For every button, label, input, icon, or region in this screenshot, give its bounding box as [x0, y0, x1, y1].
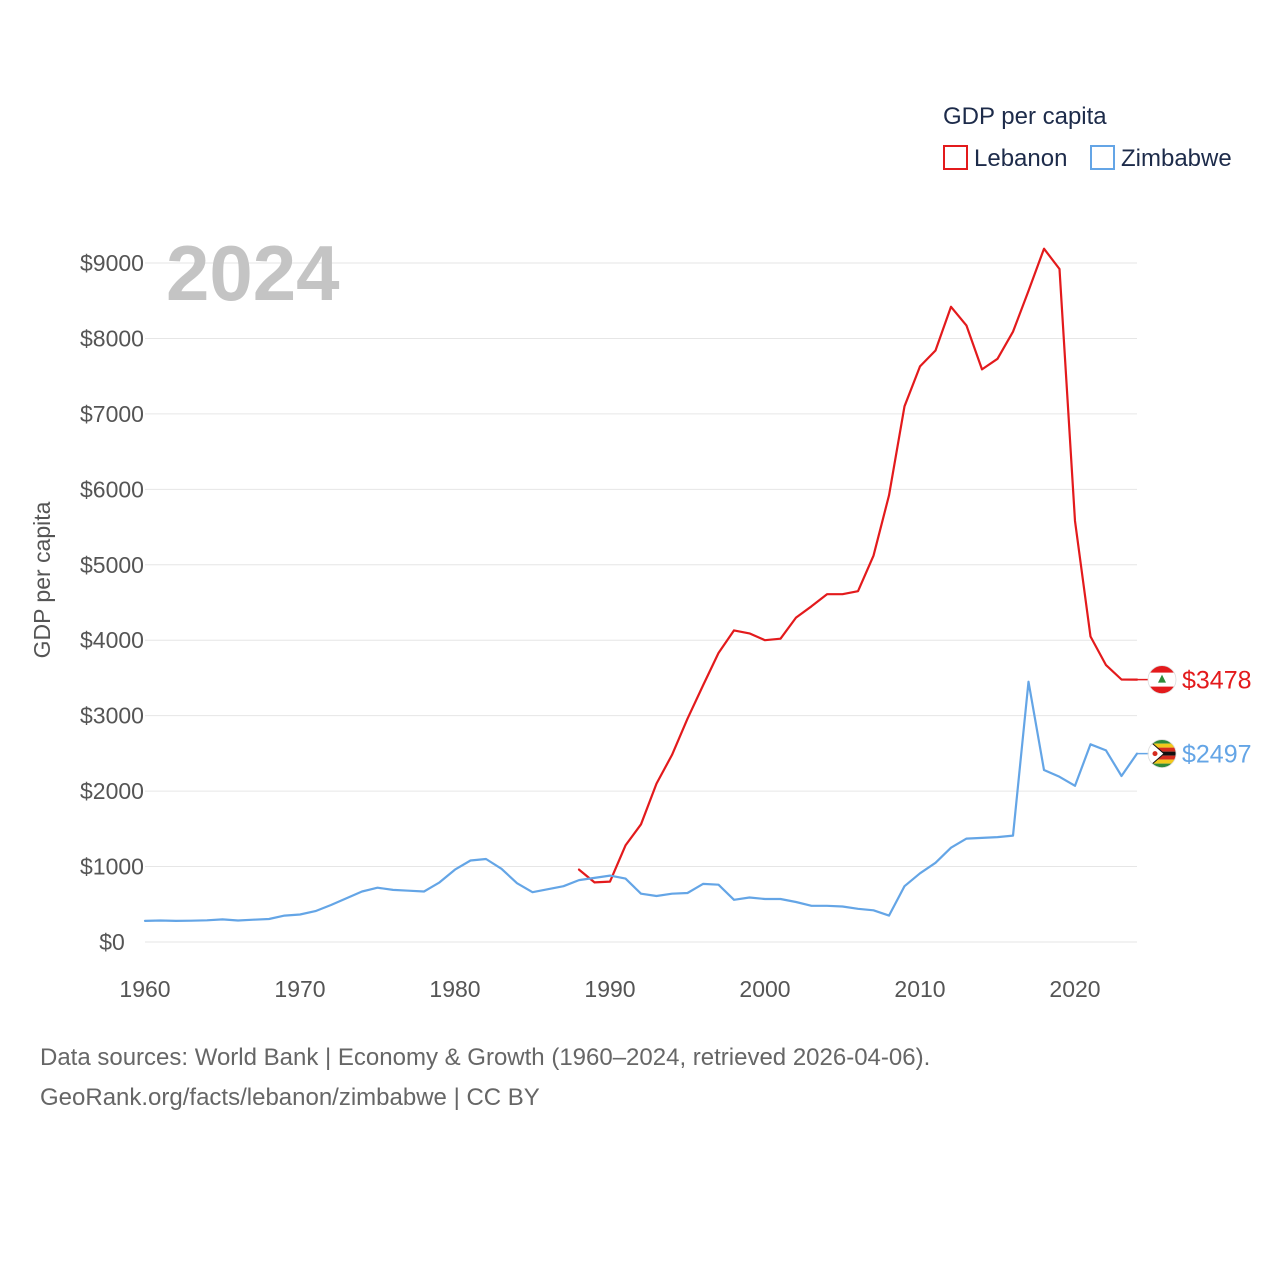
legend-title: GDP per capita [943, 103, 1107, 130]
y-tick-label: $3000 [80, 703, 144, 729]
x-tick-label: 2020 [1049, 976, 1100, 1002]
legend-item-zimbabwe[interactable]: Zimbabwe [1090, 145, 1232, 172]
end-value-label-zimbabwe: $2497 [1182, 741, 1252, 769]
y-tick-label: $6000 [80, 476, 144, 502]
x-tick-label: 1990 [584, 976, 635, 1002]
legend-swatch-lebanon [943, 145, 968, 170]
legend-swatch-zimbabwe [1090, 145, 1115, 170]
grid-lines [145, 262, 1137, 943]
gdp-line-chart: $0 $1000 $2000 $3000 $4000 $5000 $6000 $7000 $80… [29, 103, 1252, 1002]
footer-source: Data sources: World Bank | Economy & Gro… [40, 1044, 931, 1071]
x-tick-label: 1970 [274, 976, 325, 1002]
end-value-label-lebanon: $3478 [1182, 667, 1252, 695]
zimbabwe-flag-icon [1147, 739, 1177, 769]
series-line-zimbabwe[interactable] [143, 680, 1139, 923]
y-axis-label: GDP per capita [29, 501, 55, 658]
y-tick-label: $8000 [80, 325, 144, 351]
y-tick-label: $7000 [80, 401, 144, 427]
legend-label-zimbabwe: Zimbabwe [1121, 145, 1232, 172]
x-tick-label: 1980 [429, 976, 480, 1002]
y-axis-ticks: $0 $1000 $2000 $3000 $4000 $5000 $6000 $7000 $80… [80, 250, 144, 955]
x-axis-ticks: 1960 1970 1980 1990 2000 2010 2020 [119, 976, 1100, 1002]
y-tick-label: $5000 [80, 552, 144, 578]
y-tick-label: $4000 [80, 627, 144, 653]
y-tick-label: $1000 [80, 854, 144, 880]
series-end-markers: $3478 $2497 [1137, 665, 1252, 769]
legend-label-lebanon: Lebanon [974, 145, 1067, 172]
lebanon-flag-icon [1147, 665, 1177, 695]
y-tick-label: $0 [99, 929, 125, 955]
y-tick-label: $2000 [80, 778, 144, 804]
legend-item-lebanon[interactable]: Lebanon [943, 145, 1067, 172]
series-line-lebanon[interactable] [577, 247, 1139, 884]
year-label: 2024 [166, 229, 340, 317]
x-tick-label: 2010 [894, 976, 945, 1002]
x-tick-label: 2000 [739, 976, 790, 1002]
legend: GDP per capita Lebanon Zimbabwe [943, 103, 1232, 172]
y-tick-label: $9000 [80, 250, 144, 276]
x-tick-label: 1960 [119, 976, 170, 1002]
series-lines [143, 247, 1139, 923]
footer-link[interactable]: GeoRank.org/facts/lebanon/zimbabwe | CC … [40, 1084, 540, 1111]
